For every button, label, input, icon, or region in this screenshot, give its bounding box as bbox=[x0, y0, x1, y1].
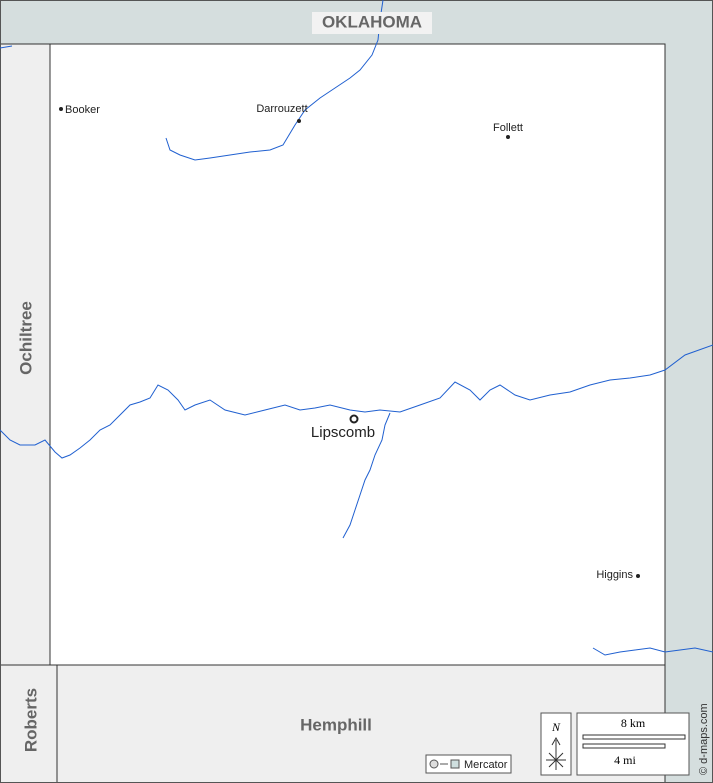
scale-bar bbox=[582, 743, 666, 749]
compass-label: N bbox=[551, 720, 561, 734]
place-dot bbox=[59, 107, 63, 111]
region-label: Ochiltree bbox=[16, 301, 35, 375]
river bbox=[0, 344, 713, 459]
region-label: Hemphill bbox=[300, 715, 372, 734]
river bbox=[0, 45, 13, 49]
scale-bar bbox=[582, 734, 686, 740]
label-backdrop bbox=[312, 12, 432, 34]
place-dot bbox=[636, 574, 640, 578]
river bbox=[592, 647, 713, 656]
scale-label: 8 km bbox=[621, 716, 646, 730]
projection-icon bbox=[450, 759, 460, 769]
place-label: Higgins bbox=[596, 569, 633, 581]
region-label: Roberts bbox=[21, 688, 40, 752]
place-label: Booker bbox=[65, 104, 100, 116]
compass bbox=[546, 736, 566, 770]
region-label: OKLAHOMA bbox=[322, 12, 422, 31]
place-label: Lipscomb bbox=[311, 424, 375, 441]
lipscomb-county bbox=[49, 43, 666, 666]
county-seat bbox=[349, 414, 359, 424]
place-dot bbox=[297, 119, 301, 123]
projection-label: Mercator bbox=[464, 759, 508, 771]
scale-label: 4 mi bbox=[614, 753, 636, 767]
place-dot bbox=[506, 135, 510, 139]
credit: © d-maps.com bbox=[698, 703, 710, 775]
projection-box bbox=[425, 754, 512, 774]
projection-icon bbox=[429, 759, 439, 769]
ochiltree-area bbox=[0, 43, 51, 666]
place-label: Darrouzett bbox=[256, 103, 307, 115]
river bbox=[342, 412, 391, 539]
place-label: Follett bbox=[493, 122, 523, 134]
river bbox=[165, 0, 384, 161]
